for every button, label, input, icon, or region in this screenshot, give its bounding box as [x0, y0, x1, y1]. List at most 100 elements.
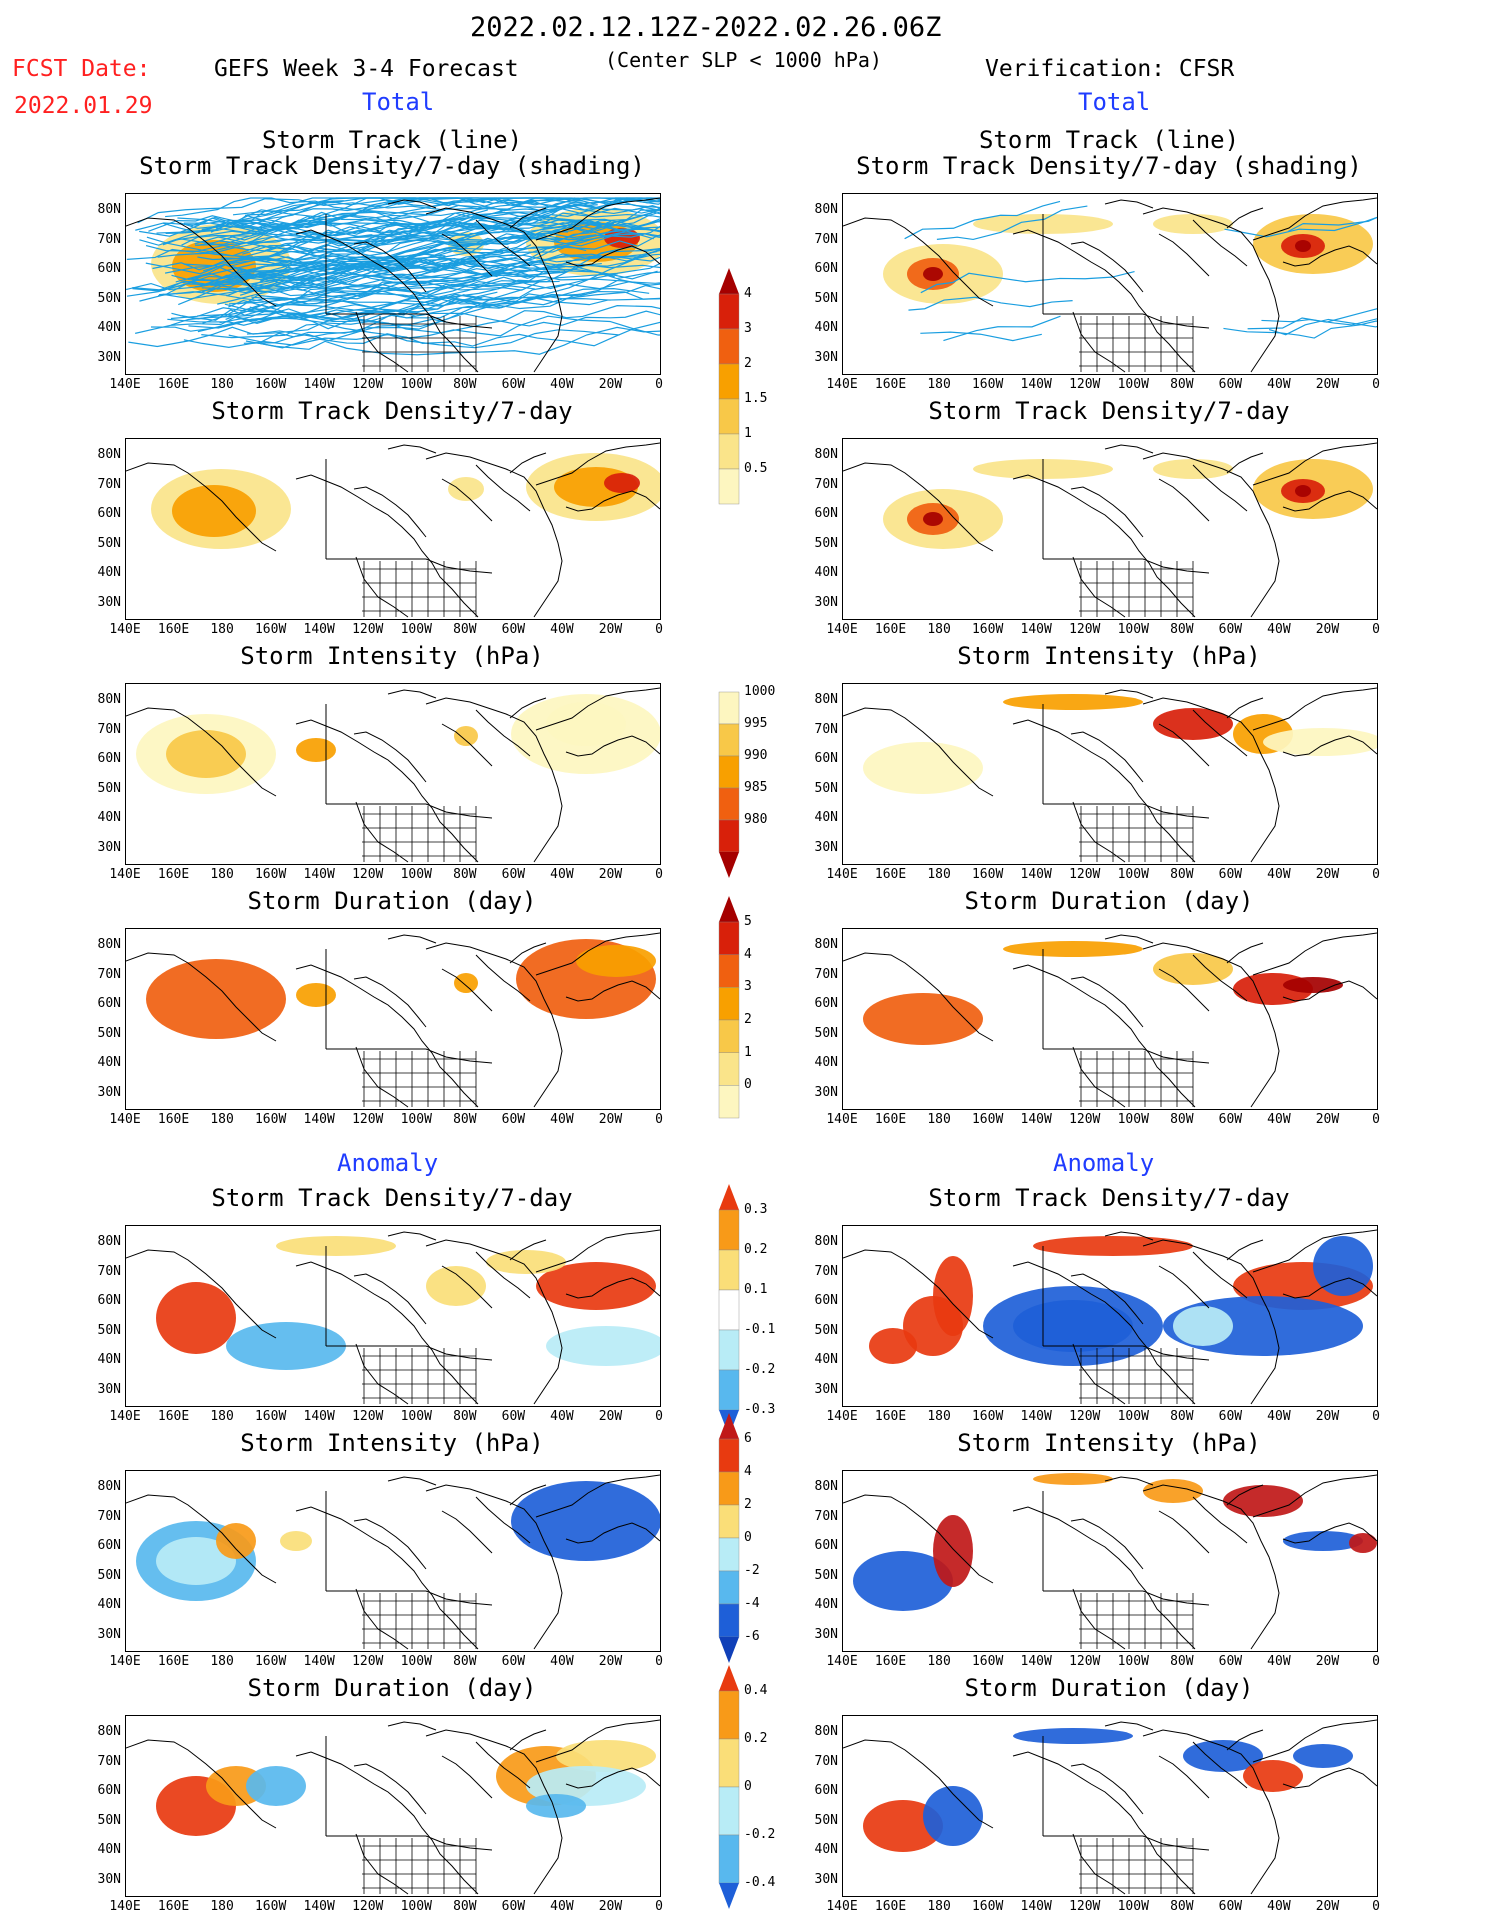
- storm-track-line: [190, 197, 473, 227]
- coastline: [1012, 1506, 1196, 1650]
- storm-track-line: [179, 214, 432, 235]
- shaded-region: [1013, 1728, 1133, 1744]
- colorbar-label: 1000: [744, 684, 776, 699]
- storm-track-line: [920, 331, 1042, 342]
- lat-label: 40N: [814, 1352, 838, 1367]
- colorbar-label: 3: [744, 979, 752, 995]
- lon-label: 160W: [971, 867, 1004, 882]
- lon-label: 0: [1372, 377, 1380, 392]
- lon-label: 40W: [1267, 1112, 1291, 1127]
- coastline: [535, 1229, 660, 1273]
- lat-label: 70N: [814, 231, 838, 247]
- lon-label: 140W: [303, 1409, 335, 1424]
- colorbar-swatch: [718, 954, 740, 988]
- coastline: [475, 219, 531, 267]
- lon-label: 140W: [303, 1112, 335, 1127]
- lat-label: 80N: [97, 1234, 121, 1249]
- coastline: [1012, 964, 1196, 1108]
- shaded-region: [1283, 977, 1343, 993]
- colorbar-swatch: [718, 1052, 740, 1086]
- coastline: [295, 964, 479, 1108]
- lon-label: 140W: [1020, 1654, 1052, 1669]
- lon-label: 140E: [109, 1899, 141, 1914]
- map-panel-right-2: [842, 438, 1378, 620]
- lon-label: 100W: [400, 1409, 432, 1424]
- fcst-date-value: 2022.01.29: [14, 93, 153, 119]
- coastline: [1142, 1484, 1280, 1650]
- panel-title: Storm Intensity (hPa): [125, 643, 659, 669]
- storm-track-line: [241, 197, 574, 221]
- lat-label: 50N: [814, 1322, 838, 1338]
- lon-label: 180: [210, 1899, 234, 1914]
- coastlines: [843, 197, 1377, 373]
- lat-label: 60N: [814, 1783, 838, 1798]
- coastline: [509, 452, 547, 474]
- coastline: [1012, 229, 1196, 373]
- coastline: [295, 719, 479, 863]
- border-line: [1043, 1835, 1210, 1851]
- colorbar-swatch: [718, 363, 740, 400]
- lat-label: 30N: [814, 1626, 838, 1642]
- lat-label: 70N: [97, 1508, 121, 1524]
- coastlines: [126, 442, 660, 618]
- shaded-region: [448, 477, 484, 501]
- storm-track-line: [188, 290, 660, 329]
- lon-label: 140W: [1020, 1409, 1052, 1424]
- colorbar-swatch: [718, 398, 740, 435]
- lon-label: 0: [1372, 622, 1380, 637]
- storm-track-line: [908, 296, 1073, 311]
- coastline: [475, 1251, 531, 1299]
- lat-label: 80N: [97, 1724, 121, 1739]
- colorbar-swatch: [718, 328, 740, 365]
- lat-label: 60N: [814, 261, 838, 276]
- colorbar-label: -6: [744, 1629, 760, 1644]
- storm-track-line: [936, 205, 1088, 241]
- lon-label: 0: [655, 1409, 663, 1424]
- coastline: [126, 1249, 277, 1339]
- colorbar-label: 2: [744, 1497, 752, 1512]
- coastline: [1104, 689, 1154, 699]
- colorbar-swatches: [718, 896, 740, 1119]
- lat-label: 60N: [97, 506, 121, 521]
- coastline: [1226, 1729, 1264, 1751]
- coastline: [1070, 1273, 1144, 1325]
- lon-label: 100W: [400, 1899, 432, 1914]
- shading-field: [156, 1740, 656, 1836]
- coastline: [1252, 442, 1377, 486]
- colorbar-label: 0.3: [744, 1202, 768, 1217]
- coastline: [1192, 1741, 1248, 1789]
- lon-label: 140W: [1020, 1899, 1052, 1914]
- lat-label: 30N: [97, 1381, 121, 1397]
- lon-label: 120W: [1069, 1409, 1101, 1424]
- colorbar-duration: [718, 896, 798, 1144]
- lon-label: 0: [655, 622, 663, 637]
- map-panel-left-4: [125, 928, 661, 1110]
- coastline: [535, 442, 660, 486]
- lat-label: 50N: [97, 1812, 121, 1828]
- shaded-region: [454, 726, 478, 746]
- lon-label: 180: [210, 1409, 234, 1424]
- lon-label: 80W: [453, 867, 477, 882]
- colorbar-swatch: [718, 1603, 740, 1638]
- lon-label: 0: [1372, 867, 1380, 882]
- coastline: [1142, 1729, 1280, 1895]
- shaded-region: [863, 993, 983, 1045]
- lat-label: 70N: [814, 476, 838, 492]
- shading-field: [883, 214, 1373, 304]
- lon-label: 20W: [1315, 377, 1340, 392]
- lon-label: 80W: [453, 377, 477, 392]
- lon-label: 140W: [303, 377, 335, 392]
- shaded-region: [146, 959, 286, 1039]
- storm-track-line: [201, 230, 569, 291]
- lon-label: 160W: [971, 1112, 1004, 1127]
- lon-label: 60W: [1218, 1654, 1243, 1669]
- panel-title-line: Storm Duration (day): [964, 1674, 1254, 1702]
- colorbar-label: 0: [744, 1530, 752, 1545]
- coastline: [475, 709, 531, 757]
- lat-label: 40N: [97, 1055, 121, 1070]
- lon-label: 160E: [157, 1409, 190, 1424]
- lat-label: 80N: [97, 692, 121, 707]
- coastline: [295, 1751, 479, 1895]
- lon-label: 120W: [352, 622, 384, 637]
- lat-label: 80N: [814, 1479, 838, 1494]
